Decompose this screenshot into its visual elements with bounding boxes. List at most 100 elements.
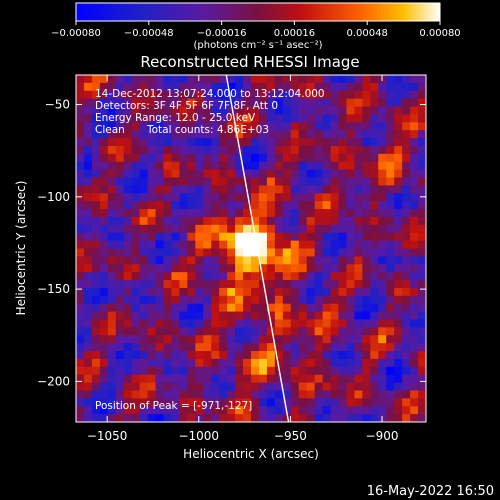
heatmap-cell bbox=[266, 193, 276, 202]
heatmap-cell bbox=[418, 169, 426, 179]
heatmap-cell bbox=[322, 335, 332, 344]
heatmap-cell bbox=[378, 130, 387, 139]
heatmap-cell bbox=[362, 82, 371, 92]
heatmap-cell bbox=[258, 335, 268, 344]
heatmap-cell bbox=[370, 90, 379, 100]
heatmap-cell bbox=[274, 122, 284, 131]
heatmap-cell bbox=[410, 193, 419, 202]
heatmap-cell bbox=[91, 366, 101, 376]
heatmap-cell bbox=[123, 319, 133, 328]
heatmap-cell bbox=[219, 153, 228, 163]
heatmap-cell bbox=[235, 390, 244, 399]
heatmap-cell bbox=[402, 232, 411, 242]
heatmap-cell bbox=[274, 335, 284, 344]
heatmap-cell bbox=[243, 153, 252, 163]
heatmap-cell bbox=[131, 358, 141, 368]
heatmap-cell bbox=[227, 169, 236, 179]
heatmap-cell bbox=[76, 303, 85, 313]
heatmap-cell bbox=[338, 201, 348, 210]
heatmap-cell bbox=[235, 232, 244, 242]
heatmap-cell bbox=[139, 130, 149, 139]
heatmap-cell bbox=[91, 232, 101, 242]
heatmap-cell bbox=[354, 382, 363, 392]
heatmap-cell bbox=[147, 287, 157, 297]
heatmap-cell bbox=[219, 272, 228, 281]
heatmap-cell bbox=[402, 98, 411, 108]
heatmap-cell bbox=[227, 177, 236, 187]
heatmap-cell bbox=[378, 327, 387, 336]
heatmap-cell bbox=[354, 327, 363, 336]
colorbar-tick-label: 0.00016 bbox=[274, 28, 315, 39]
heatmap-cell bbox=[266, 374, 276, 384]
heatmap-cell bbox=[123, 153, 133, 163]
heatmap-cell bbox=[139, 138, 149, 147]
heatmap-cell bbox=[171, 224, 180, 234]
heatmap-cell bbox=[147, 295, 157, 305]
heatmap-cell bbox=[195, 201, 204, 210]
heatmap-cell bbox=[187, 145, 196, 155]
heatmap-cell bbox=[378, 209, 387, 218]
heatmap-cell bbox=[163, 414, 173, 422]
heatmap-cell bbox=[378, 343, 387, 352]
heatmap-cell bbox=[195, 130, 204, 139]
heatmap-cell bbox=[195, 193, 204, 202]
heatmap-cell bbox=[298, 90, 308, 100]
heatmap-cell bbox=[211, 232, 220, 242]
heatmap-cell bbox=[306, 201, 316, 210]
heatmap-cell bbox=[362, 90, 371, 100]
heatmap-cell bbox=[274, 82, 284, 92]
heatmap-cell bbox=[139, 366, 149, 376]
heatmap-cell bbox=[171, 382, 180, 392]
heatmap-cell bbox=[243, 327, 252, 336]
heatmap-cell bbox=[251, 414, 260, 422]
heatmap-cell bbox=[155, 390, 165, 399]
heatmap-cell bbox=[195, 106, 204, 116]
heatmap-cell bbox=[91, 122, 101, 131]
heatmap-cell bbox=[274, 177, 284, 187]
heatmap-cell bbox=[179, 161, 188, 171]
heatmap-cell bbox=[139, 311, 149, 321]
heatmap-cell bbox=[227, 398, 236, 407]
heatmap-cell bbox=[290, 153, 300, 163]
heatmap-cell bbox=[211, 114, 220, 123]
heatmap-cell bbox=[362, 256, 371, 265]
heatmap-cell bbox=[219, 374, 228, 384]
heatmap-cell bbox=[330, 311, 340, 321]
heatmap-cell bbox=[386, 358, 395, 368]
heatmap-cell bbox=[258, 406, 268, 415]
heatmap-cell bbox=[290, 138, 300, 147]
heatmap-cell bbox=[195, 240, 204, 250]
heatmap-cell bbox=[203, 122, 212, 131]
heatmap-cell bbox=[378, 358, 387, 368]
heatmap-cell bbox=[76, 374, 85, 384]
heatmap-cell bbox=[123, 327, 133, 336]
heatmap-cell bbox=[354, 398, 363, 407]
heatmap-cell bbox=[235, 106, 244, 116]
heatmap-cell bbox=[179, 114, 188, 123]
heatmap-cell bbox=[370, 232, 379, 242]
heatmap-cell bbox=[203, 351, 212, 360]
heatmap-cell bbox=[131, 382, 141, 392]
heatmap-cell bbox=[362, 280, 371, 289]
heatmap-cell bbox=[402, 138, 411, 147]
heatmap-cell bbox=[410, 406, 419, 415]
heatmap-cell bbox=[402, 366, 411, 376]
heatmap-cell bbox=[195, 169, 204, 179]
heatmap-cell bbox=[370, 209, 379, 218]
heatmap-cell bbox=[99, 75, 109, 84]
heatmap-cell bbox=[179, 130, 188, 139]
heatmap-cell bbox=[235, 114, 244, 123]
heatmap-cell bbox=[402, 390, 411, 399]
heatmap-cell bbox=[314, 201, 324, 210]
heatmap-cell bbox=[306, 114, 316, 123]
heatmap-cell bbox=[99, 114, 109, 123]
heatmap-cell bbox=[282, 90, 292, 100]
heatmap-cell bbox=[418, 201, 426, 210]
heatmap-cell bbox=[195, 382, 204, 392]
heatmap-cell bbox=[346, 138, 355, 147]
heatmap-cell bbox=[195, 311, 204, 321]
heatmap-cell bbox=[91, 114, 101, 123]
heatmap-cell bbox=[290, 122, 300, 131]
heatmap-cell bbox=[235, 272, 244, 281]
heatmap-cell bbox=[123, 374, 133, 384]
